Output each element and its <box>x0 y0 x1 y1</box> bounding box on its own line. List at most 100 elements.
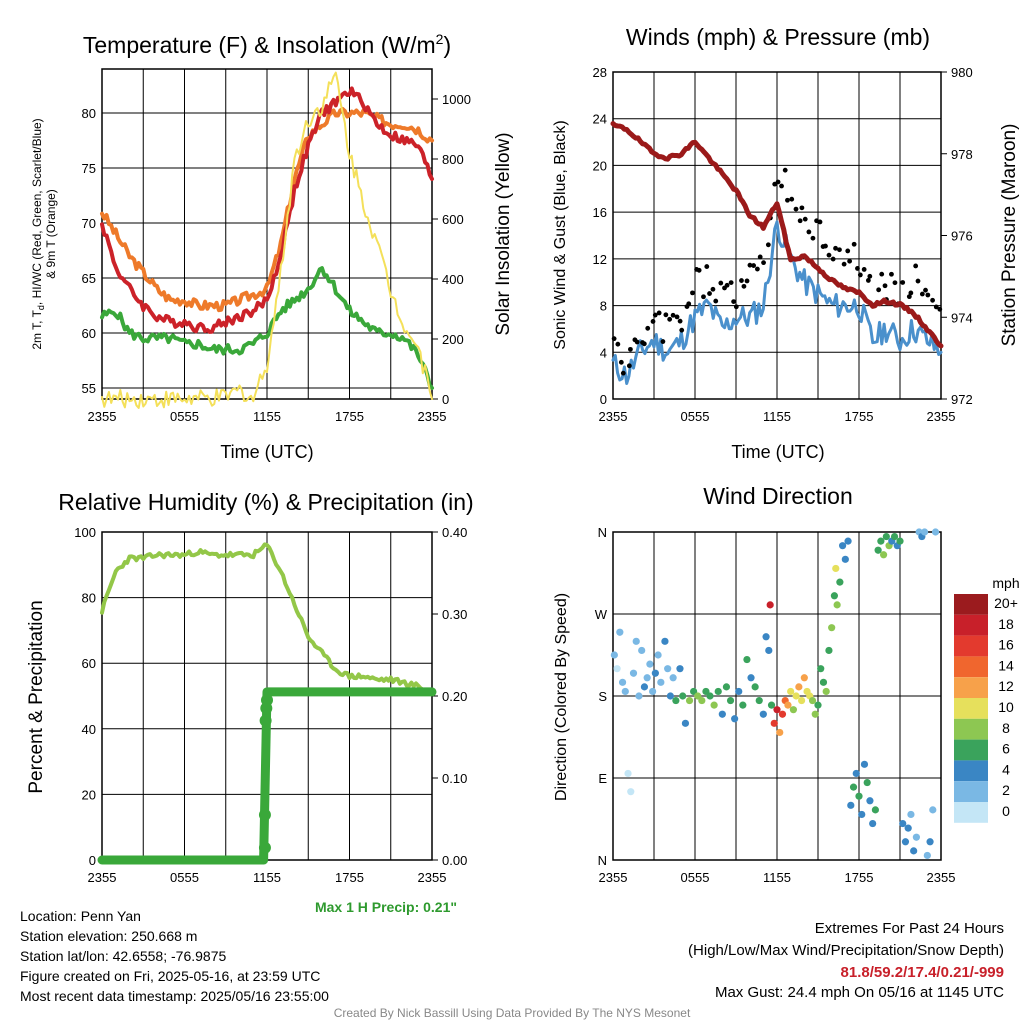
direction-point <box>664 665 672 673</box>
gust-point <box>765 242 771 248</box>
gust-point <box>845 248 851 254</box>
x-tick-label: 0555 <box>681 870 710 885</box>
direction-point <box>839 542 847 550</box>
y-tick-label: 55 <box>82 381 96 396</box>
gust-point <box>892 280 898 286</box>
gust-point <box>823 243 828 249</box>
precipitation-point <box>259 714 272 727</box>
direction-point <box>874 546 882 554</box>
direction-point <box>784 701 792 709</box>
gust-point <box>704 264 710 269</box>
location-text: Location: Penn Yan <box>20 908 141 924</box>
plot-frame <box>612 531 942 861</box>
direction-point <box>669 674 677 682</box>
y-tick-label: 28 <box>593 65 607 80</box>
colorbar-swatch <box>954 594 988 615</box>
direction-point <box>921 528 929 536</box>
gust-point <box>724 282 730 288</box>
direction-point <box>931 528 940 536</box>
gust-point <box>696 267 702 273</box>
direction-point <box>610 651 618 659</box>
direction-point <box>767 701 776 709</box>
colorbar-label: 4 <box>1002 761 1010 777</box>
gust-point <box>923 287 928 293</box>
direction-point <box>638 646 646 655</box>
gust-point <box>615 341 621 347</box>
y-tick-label: W <box>595 607 608 622</box>
direction-point <box>776 728 784 737</box>
recent-timestamp-text: Most recent data timestamp: 2025/05/16 2… <box>20 988 329 1004</box>
station-info: Location: Penn Yan Station elevation: 25… <box>20 906 329 1006</box>
x-tick-label: 2355 <box>418 870 447 885</box>
direction-point <box>817 665 825 673</box>
x-tick-label: 0555 <box>170 870 199 885</box>
direction-point <box>635 692 643 700</box>
direction-point <box>800 674 808 682</box>
x-tick-label: 0555 <box>170 409 199 424</box>
direction-point <box>698 696 706 705</box>
direction-point <box>640 683 649 691</box>
direction-point <box>681 719 690 727</box>
direction-point <box>654 651 662 659</box>
plot-frame <box>612 71 942 400</box>
wind-direction-ylabel: Direction (Colored By Speed) <box>553 593 570 801</box>
x-tick-label: 1755 <box>335 870 364 885</box>
y-tick-label: 100 <box>74 525 96 540</box>
direction-point <box>822 687 830 696</box>
precipitation-point <box>258 808 271 821</box>
gust-point <box>674 314 680 320</box>
y-tick-label: 20 <box>593 158 607 173</box>
y-tick-label: 80 <box>82 106 96 121</box>
gust-point <box>660 339 666 344</box>
direction-point <box>866 797 874 805</box>
direction-point <box>657 678 665 686</box>
gust-point <box>728 280 734 286</box>
gust-point <box>799 205 805 211</box>
extremes-subtitle: (High/Low/Max Wind/Precipitation/Snow De… <box>688 942 1004 959</box>
direction-point <box>714 687 722 696</box>
gust-point <box>830 256 836 262</box>
y-tick-label: 0 <box>600 392 607 407</box>
gust-point <box>879 271 885 277</box>
gust-point <box>670 312 676 318</box>
x-tick-label: 2355 <box>927 409 956 424</box>
y-tick-label: 16 <box>593 205 607 220</box>
direction-point <box>792 692 800 700</box>
gust-point <box>754 266 760 272</box>
gust-point <box>761 260 766 266</box>
direction-point <box>844 537 852 545</box>
gust-point <box>806 229 812 235</box>
colorbar-title: mph <box>992 575 1019 591</box>
direction-point <box>855 792 863 800</box>
pressure-line <box>610 121 944 349</box>
gust-point <box>667 316 673 322</box>
colorbar-label: 6 <box>1002 741 1010 757</box>
direction-point <box>787 687 795 696</box>
direction-point <box>743 655 751 664</box>
x-tick-label: 1155 <box>253 409 281 424</box>
colorbar-swatch <box>954 656 988 678</box>
gust-point <box>847 258 853 264</box>
colorbar-swatch <box>954 698 988 719</box>
direction-point <box>618 678 627 686</box>
direction-point <box>672 696 680 705</box>
x-tick-label: 2355 <box>599 870 628 885</box>
y2-tick-label: 0.30 <box>442 607 467 622</box>
gust-point <box>889 271 894 277</box>
direction-point <box>869 819 877 828</box>
gust-point <box>686 301 692 307</box>
y-tick-label: 20 <box>82 787 96 802</box>
y2-tick-label: 0 <box>442 392 449 407</box>
direction-point <box>706 692 714 700</box>
y2-tick-label: 800 <box>442 152 464 167</box>
direction-point <box>836 578 844 586</box>
latlon-text: Station lat/lon: 42.6558; -76.9875 <box>20 948 227 964</box>
direction-point <box>718 710 726 718</box>
gust-point <box>851 241 857 247</box>
colorbar-label: 0 <box>1002 803 1010 819</box>
y-tick-label: E <box>598 771 607 786</box>
y-tick-label: 0 <box>89 853 96 868</box>
pressure-y2label: Station Pressure (Maroon) <box>999 124 1020 347</box>
temperature-xlabel: Time (UTC) <box>220 442 313 462</box>
direction-point <box>621 687 629 696</box>
